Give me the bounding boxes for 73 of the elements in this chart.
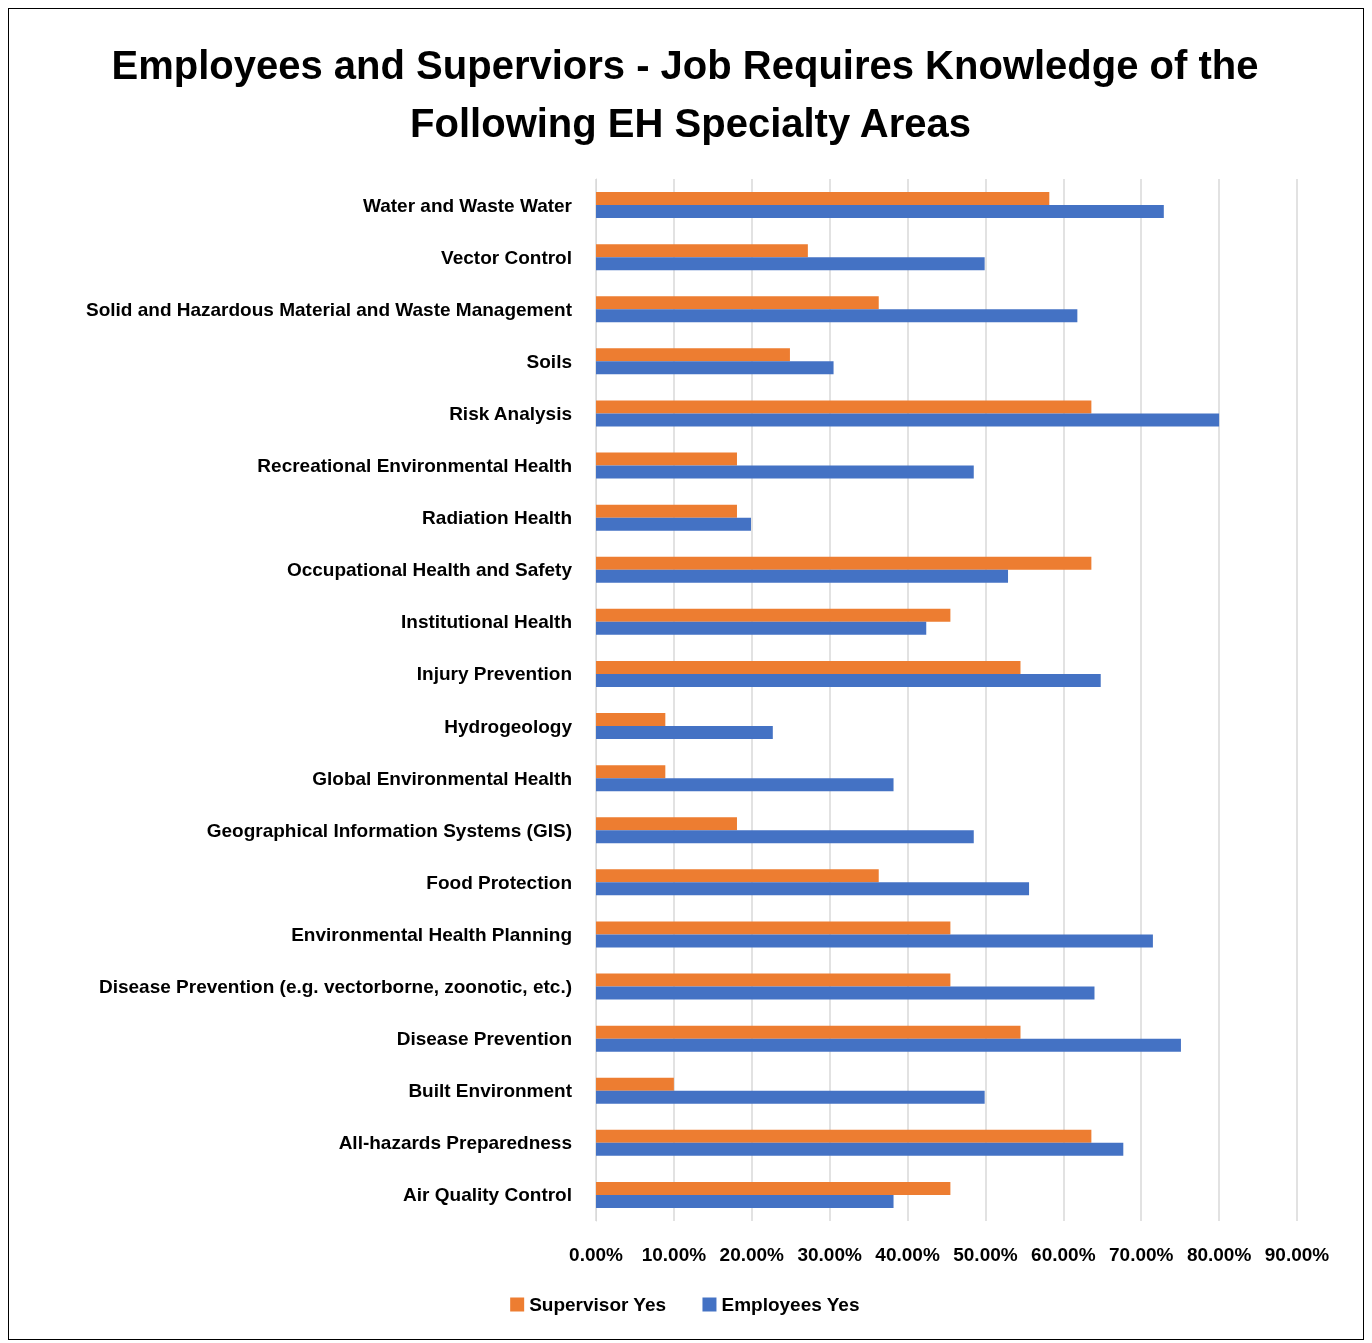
bar <box>596 713 666 727</box>
bar <box>596 778 894 792</box>
bar <box>596 244 808 258</box>
bar <box>596 452 737 466</box>
bar <box>596 830 974 844</box>
x-tick-label: 10.00% <box>641 1244 707 1265</box>
x-tick-label: 80.00% <box>1186 1244 1252 1265</box>
x-tick-label: 40.00% <box>875 1244 940 1265</box>
bar <box>596 660 1021 674</box>
legend-label: Supervisor Yes <box>529 1294 667 1315</box>
bar <box>596 1194 894 1208</box>
bar <box>596 348 790 362</box>
bar <box>596 1142 1124 1156</box>
legend-label: Employees Yes <box>721 1294 860 1315</box>
bar <box>596 934 1153 948</box>
y-tick-label: Recreational Environmental Health <box>257 455 572 477</box>
y-tick-label: Institutional Health <box>401 611 572 633</box>
bar <box>596 205 1164 219</box>
y-tick-label: Solid and Hazardous Material and Waste Management <box>85 298 573 320</box>
chart-title: Employees and Superviors - Job Requires Knowledge of the Following EH Specialty Areas <box>111 43 1259 145</box>
bar <box>596 309 1078 323</box>
y-tick-label: Injury Prevention <box>416 663 572 685</box>
y-tick-label: Air Quality Control <box>403 1184 572 1206</box>
y-tick-label: Global Environmental Health <box>312 767 572 789</box>
bar <box>596 1129 1092 1143</box>
y-tick-label: Water and Waste Water <box>362 194 573 216</box>
bar <box>596 465 974 479</box>
x-tick-label: 30.00% <box>797 1244 862 1265</box>
bar <box>596 621 927 635</box>
bar <box>596 400 1092 414</box>
bar <box>596 1025 1021 1039</box>
bar <box>596 1090 985 1104</box>
bar <box>596 973 951 987</box>
y-tick-label: Environmental Health Planning <box>291 923 572 945</box>
x-tick-label: 70.00% <box>1109 1244 1174 1265</box>
bar <box>596 726 773 740</box>
bar <box>596 817 737 831</box>
x-tick-label: 60.00% <box>1031 1244 1096 1265</box>
bar <box>596 413 1220 427</box>
y-tick-label: Risk Analysis <box>449 402 572 424</box>
bar <box>596 986 1095 1000</box>
bar <box>596 765 666 779</box>
bar <box>596 1077 674 1091</box>
y-tick-label: Built Environment <box>408 1080 573 1102</box>
x-tick-label: 0.00% <box>569 1244 624 1265</box>
y-tick-label: Disease Prevention (e.g. vectorborne, zoonotic, etc.) <box>98 976 572 998</box>
bar <box>596 504 737 518</box>
bar <box>596 361 834 375</box>
bar <box>596 192 1050 206</box>
bar <box>596 921 951 935</box>
y-tick-label: Disease Prevention <box>396 1028 572 1050</box>
bar <box>596 556 1092 570</box>
y-tick-label: Hydrogeology <box>444 715 573 737</box>
x-tick-label: 50.00% <box>953 1244 1018 1265</box>
y-tick-label: Soils <box>526 350 572 372</box>
x-tick-label: 20.00% <box>719 1244 785 1265</box>
bar <box>596 1181 951 1195</box>
bar <box>596 869 879 883</box>
bar <box>596 608 951 622</box>
bar <box>596 673 1101 687</box>
y-tick-label: Occupational Health and Safety <box>286 559 573 581</box>
y-tick-label: Radiation Health <box>422 507 572 529</box>
bar <box>596 882 1030 896</box>
y-tick-label: Vector Control <box>441 246 572 268</box>
bar <box>596 257 985 271</box>
bar <box>596 1038 1181 1052</box>
bar <box>596 569 1009 583</box>
bar <box>596 296 879 310</box>
y-tick-label: All-hazards Preparedness <box>338 1132 572 1154</box>
bar <box>596 517 751 531</box>
y-tick-label: Food Protection <box>426 871 572 893</box>
y-tick-label: Geographical Information Systems (GIS) <box>206 819 572 841</box>
x-tick-label: 90.00% <box>1264 1244 1330 1265</box>
